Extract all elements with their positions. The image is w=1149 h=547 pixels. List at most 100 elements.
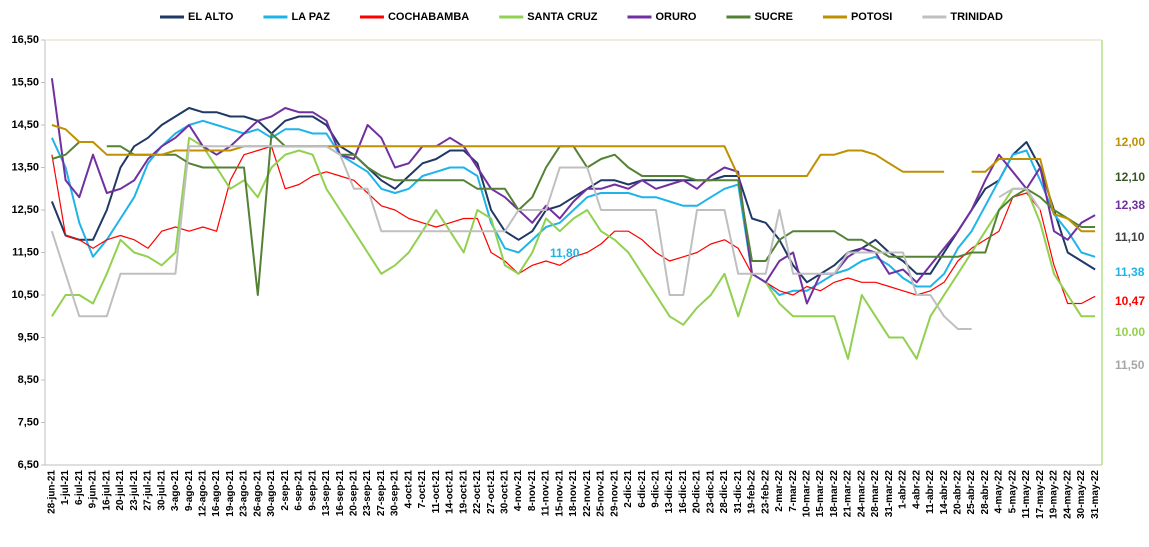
y-tick-label: 11,50 (12, 246, 39, 258)
y-tick-label: 14,50 (11, 119, 39, 131)
annotation: 11,80 (550, 246, 580, 260)
x-tick-label: 19-oct-21 (458, 470, 469, 514)
x-tick-label: 20-sep-21 (349, 470, 360, 517)
x-tick-label: 14-abr-22 (939, 470, 950, 515)
x-tick-label: 20-jul-21 (115, 470, 126, 511)
x-tick-label: 20-dic-21 (692, 470, 703, 514)
x-tick-label: 11-oct-21 (431, 470, 442, 514)
x-tick-label: 21-mar-22 (843, 470, 854, 518)
y-tick-label: 13,50 (11, 161, 39, 173)
x-tick-label: 30-may-22 (1076, 470, 1087, 519)
x-tick-label: 31-mar-22 (884, 470, 895, 518)
x-tick-label: 14-oct-21 (445, 470, 456, 514)
x-tick-label: 11-nov-21 (541, 470, 552, 517)
x-tick-label: 20-abr-22 (953, 470, 964, 515)
series-line (51, 145, 1096, 305)
x-tick-label: 28-dic-21 (719, 470, 730, 514)
x-tick-label: 4-abr-22 (911, 470, 922, 509)
legend-label: EL ALTO (188, 11, 234, 23)
end-label: 12,38 (1115, 198, 1145, 212)
series-line (51, 124, 945, 177)
x-tick-label: 2-sep-21 (280, 470, 291, 511)
x-tick-label: 16-ago-21 (211, 470, 222, 517)
end-label: 10.00 (1115, 325, 1145, 339)
x-tick-label: 17-may-22 (1035, 470, 1046, 519)
series-line (998, 187, 1042, 211)
x-tick-label: 11-may-22 (1021, 470, 1032, 519)
y-tick-label: 8,50 (18, 374, 39, 386)
series-line (971, 158, 1096, 233)
x-tick-label: 27-sep-21 (376, 470, 387, 517)
x-tick-label: 19-may-22 (1049, 470, 1060, 519)
x-tick-label: 24-may-22 (1062, 470, 1073, 519)
x-tick-label: 31-dic-21 (733, 470, 744, 514)
legend: EL ALTO LA PAZ COCHABAMBA SANTA CRUZ ORURO SU… (160, 11, 1003, 23)
x-tick-label: 2-dic-21 (623, 470, 634, 508)
x-tick-label: 29-nov-21 (609, 470, 620, 517)
x-tick-label: 30-ago-21 (266, 470, 277, 517)
y-tick-label: 15,50 (11, 76, 39, 88)
series-line (51, 136, 1096, 360)
legend-label: TRINIDAD (950, 11, 1003, 23)
x-tick-label: 9-jun-21 (88, 470, 99, 509)
x-tick-label: 16-sep-21 (335, 470, 346, 517)
y-tick-label: 6,50 (18, 459, 39, 471)
x-tick-label: 9-dic-21 (651, 470, 662, 508)
x-tick-label: 28-jun-21 (47, 470, 58, 514)
x-tick-label: 23-feb-22 (760, 470, 771, 514)
x-tick-label: 23-sep-21 (362, 470, 373, 517)
legend-label: POTOSI (851, 11, 892, 23)
x-tick-label: 16-jul-21 (101, 470, 112, 511)
x-tick-label: 13-sep-21 (321, 470, 332, 517)
x-tick-label: 24-mar-22 (856, 470, 867, 518)
series-line (106, 132, 1096, 296)
series-line (50, 107, 1096, 284)
x-tick-label: 11-abr-22 (925, 470, 936, 514)
x-tick-label: 15-nov-21 (554, 470, 565, 517)
y-tick-label: 7,50 (18, 416, 39, 428)
series-line (50, 145, 972, 330)
x-tick-label: 22-nov-21 (582, 470, 593, 517)
x-tick-label: 31-may-22 (1090, 470, 1101, 519)
x-tick-label: 28-mar-22 (870, 470, 881, 518)
legend-label: ORURO (656, 11, 697, 23)
x-tick-label: 9-ago-21 (184, 470, 195, 512)
y-tick-label: 9,50 (18, 331, 39, 343)
series-line (50, 78, 1096, 305)
y-tick-label: 10,50 (11, 289, 39, 301)
x-tick-label: 4-oct-21 (403, 470, 414, 509)
x-tick-label: 13-dic-21 (664, 470, 675, 514)
x-tick-label: 6-jul-21 (74, 470, 85, 505)
x-tick-label: 4-may-22 (994, 470, 1005, 514)
x-tick-label: 23-ago-21 (239, 470, 250, 517)
x-tick-label: 1-abr-22 (898, 470, 909, 509)
x-tick-label: 19-feb-22 (747, 470, 758, 514)
x-tick-label: 5-may-22 (1007, 470, 1018, 514)
x-tick-label: 27-oct-21 (486, 470, 497, 514)
end-label: 11,38 (1115, 265, 1145, 279)
legend-label: SANTA CRUZ (527, 11, 598, 23)
x-tick-label: 8-nov-21 (527, 470, 538, 512)
legend-label: COCHABAMBA (388, 11, 469, 23)
end-label: 11,10 (1115, 230, 1145, 244)
x-tick-label: 6-dic-21 (637, 470, 648, 508)
end-label: 10,47 (1115, 294, 1145, 308)
end-label: 12,00 (1115, 135, 1145, 149)
x-tick-label: 3-ago-21 (170, 470, 181, 512)
x-tick-label: 18-nov-21 (568, 470, 579, 517)
legend-label: LA PAZ (291, 11, 330, 23)
x-tick-label: 26-ago-21 (252, 470, 263, 517)
x-tick-label: 27-jul-21 (143, 470, 154, 511)
x-tick-label: 6-sep-21 (294, 470, 305, 511)
y-tick-label: 16,50 (11, 34, 39, 46)
x-tick-label: 15-mar-22 (815, 470, 826, 518)
y-tick-label: 12,50 (11, 204, 39, 216)
x-tick-label: 7-mar-22 (788, 470, 799, 512)
x-tick-label: 4-nov-21 (513, 470, 524, 512)
x-tick-label: 25-nov-21 (596, 470, 607, 517)
x-tick-label: 9-sep-21 (307, 470, 318, 511)
x-tick-label: 30-sep-21 (390, 470, 401, 517)
x-tick-label: 30-oct-21 (500, 470, 511, 514)
x-tick-label: 1-jul-21 (60, 470, 71, 505)
